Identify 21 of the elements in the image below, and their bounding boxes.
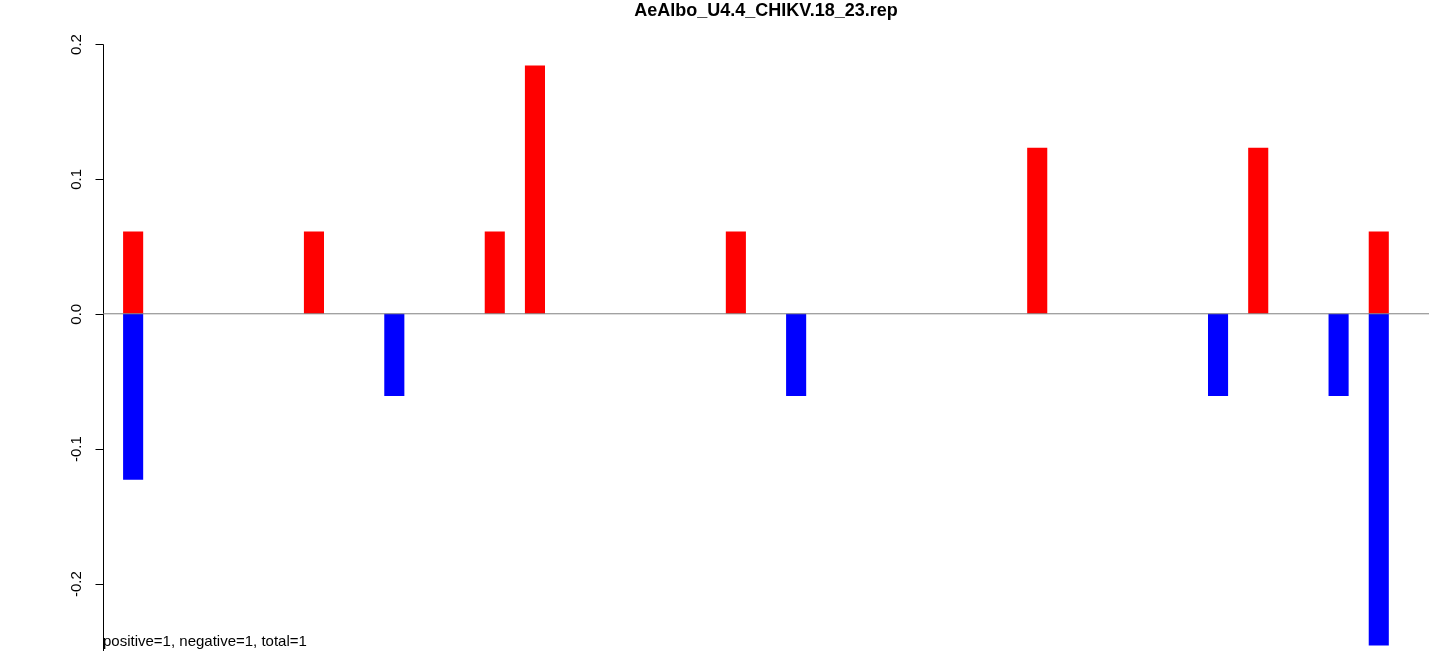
bar (725, 231, 746, 314)
bar (123, 313, 144, 480)
bar (1208, 313, 1229, 397)
y-tick-label: 0.0 (66, 303, 84, 325)
bar (1248, 147, 1269, 314)
bar (123, 231, 144, 314)
bar (524, 65, 545, 314)
bar (1027, 147, 1048, 314)
bar (786, 313, 807, 397)
annotation: positive=1, negative=1, total=1 (103, 632, 307, 649)
y-tick-label: -0.2 (66, 571, 84, 597)
bar (1368, 313, 1389, 646)
bar (484, 231, 505, 314)
bar (1368, 231, 1389, 314)
y-tick-label: 0.1 (66, 168, 84, 190)
chart-title: AeAlbo_U4.4_CHIKV.18_23.rep (634, 0, 898, 20)
bar (384, 313, 405, 397)
bar (303, 231, 324, 314)
y-tick-label: -0.1 (66, 436, 84, 463)
y-tick-label: 0.2 (66, 34, 84, 55)
bar (1328, 313, 1349, 397)
